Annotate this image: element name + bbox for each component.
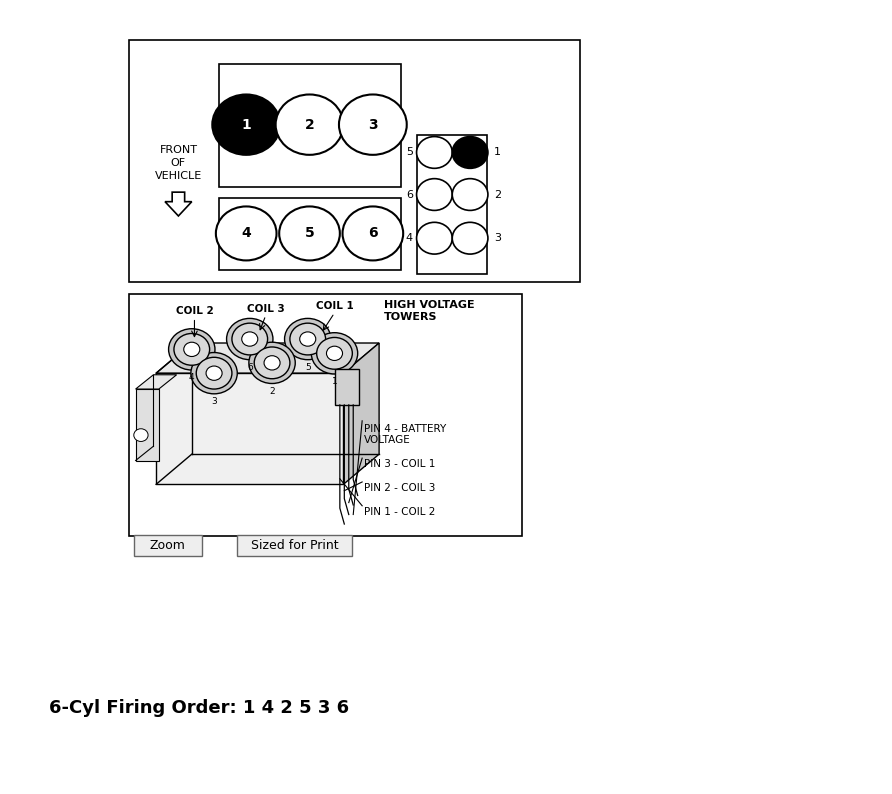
Bar bbox=[417, 135, 487, 274]
Circle shape bbox=[452, 179, 488, 210]
Text: 5: 5 bbox=[305, 226, 314, 241]
Bar bbox=[129, 294, 522, 536]
FancyBboxPatch shape bbox=[134, 535, 202, 556]
Text: 2: 2 bbox=[494, 190, 501, 199]
Circle shape bbox=[343, 206, 403, 260]
Text: COIL 1: COIL 1 bbox=[316, 301, 353, 311]
Text: 4: 4 bbox=[406, 233, 413, 243]
Circle shape bbox=[227, 318, 273, 360]
Text: COIL 3: COIL 3 bbox=[247, 303, 285, 314]
Text: 3: 3 bbox=[368, 118, 377, 132]
Text: 2: 2 bbox=[269, 387, 275, 395]
Text: 3: 3 bbox=[211, 397, 217, 406]
Circle shape bbox=[196, 357, 232, 389]
Bar bbox=[219, 198, 401, 270]
Text: Zoom: Zoom bbox=[150, 539, 186, 552]
Polygon shape bbox=[136, 375, 177, 389]
Circle shape bbox=[452, 222, 488, 254]
Text: 5: 5 bbox=[406, 148, 413, 157]
Circle shape bbox=[279, 206, 340, 260]
Circle shape bbox=[242, 332, 258, 346]
Text: PIN 2 - COIL 3: PIN 2 - COIL 3 bbox=[364, 484, 435, 493]
Circle shape bbox=[206, 366, 222, 380]
Text: HIGH VOLTAGE
TOWERS: HIGH VOLTAGE TOWERS bbox=[384, 300, 475, 322]
Polygon shape bbox=[156, 373, 343, 484]
Circle shape bbox=[417, 222, 452, 254]
Circle shape bbox=[216, 206, 277, 260]
Circle shape bbox=[232, 323, 268, 355]
Circle shape bbox=[174, 333, 210, 365]
Text: PIN 4 - BATTERY
VOLTAGE: PIN 4 - BATTERY VOLTAGE bbox=[364, 423, 446, 445]
Text: 1: 1 bbox=[242, 118, 251, 132]
Circle shape bbox=[169, 329, 215, 370]
Circle shape bbox=[212, 94, 280, 155]
Circle shape bbox=[339, 94, 407, 155]
Text: COIL 2: COIL 2 bbox=[176, 306, 213, 316]
Circle shape bbox=[417, 137, 452, 168]
Polygon shape bbox=[165, 192, 192, 216]
Circle shape bbox=[249, 342, 295, 384]
Circle shape bbox=[191, 353, 237, 394]
Circle shape bbox=[300, 332, 316, 346]
Bar bbox=[334, 369, 359, 405]
Text: 2: 2 bbox=[305, 118, 314, 132]
Text: 1: 1 bbox=[494, 148, 501, 157]
Circle shape bbox=[311, 333, 358, 374]
Text: 5: 5 bbox=[305, 363, 310, 372]
Bar bbox=[129, 40, 580, 282]
Circle shape bbox=[254, 347, 290, 379]
Circle shape bbox=[276, 94, 343, 155]
Text: 1: 1 bbox=[332, 377, 337, 386]
Text: 6: 6 bbox=[368, 226, 377, 241]
Circle shape bbox=[184, 342, 200, 357]
Circle shape bbox=[290, 323, 326, 355]
Text: 6: 6 bbox=[406, 190, 413, 199]
Circle shape bbox=[452, 137, 488, 168]
FancyBboxPatch shape bbox=[237, 535, 352, 556]
Polygon shape bbox=[343, 343, 379, 484]
Circle shape bbox=[317, 337, 352, 369]
Circle shape bbox=[326, 346, 343, 360]
Text: 4: 4 bbox=[189, 373, 194, 382]
Circle shape bbox=[264, 356, 280, 370]
Text: PIN 1 - COIL 2: PIN 1 - COIL 2 bbox=[364, 507, 435, 517]
Circle shape bbox=[417, 179, 452, 210]
Circle shape bbox=[285, 318, 331, 360]
Circle shape bbox=[134, 429, 148, 441]
Text: PIN 3 - COIL 1: PIN 3 - COIL 1 bbox=[364, 460, 435, 469]
Text: 6-Cyl Firing Order: 1 4 2 5 3 6: 6-Cyl Firing Order: 1 4 2 5 3 6 bbox=[49, 700, 349, 717]
Bar bbox=[219, 64, 401, 187]
Polygon shape bbox=[136, 389, 159, 461]
Polygon shape bbox=[156, 343, 379, 373]
Text: 4: 4 bbox=[242, 226, 251, 241]
Text: Sized for Print: Sized for Print bbox=[251, 539, 339, 552]
Text: 6: 6 bbox=[247, 363, 252, 372]
Text: FRONT
OF
VEHICLE: FRONT OF VEHICLE bbox=[155, 145, 202, 181]
Text: 3: 3 bbox=[494, 233, 501, 243]
